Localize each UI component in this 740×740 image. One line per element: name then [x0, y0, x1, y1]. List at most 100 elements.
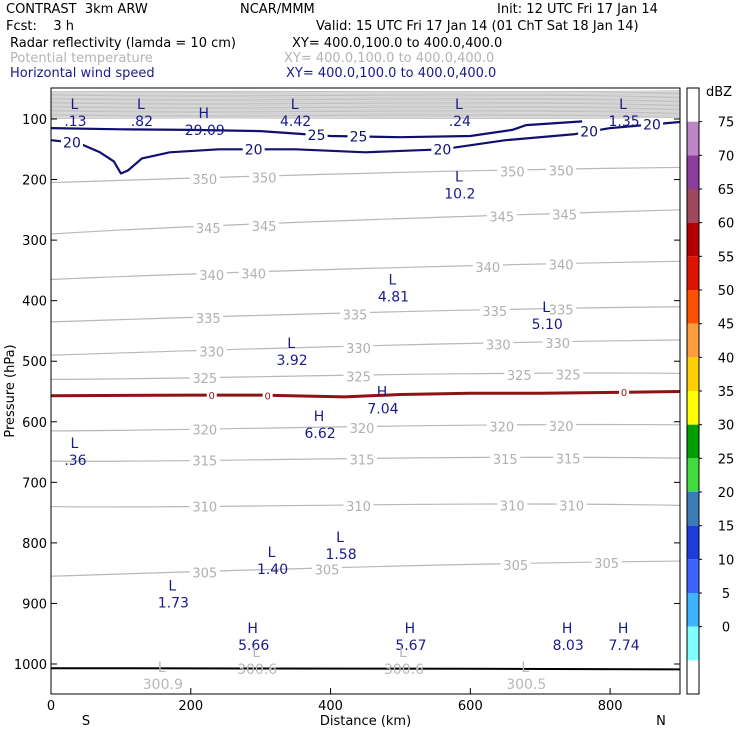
- wind-label-gap: [347, 129, 370, 143]
- wind-extremum-value: 4.42: [280, 114, 311, 130]
- theta-extremum-value: 300.9: [143, 677, 183, 693]
- wind-extremum-value: 1.40: [257, 562, 288, 578]
- colorbar-swatch: [687, 593, 699, 627]
- theta-contour-label: 350: [500, 165, 525, 180]
- x-tick-label: 600: [458, 699, 483, 714]
- colorbar-swatch: [687, 492, 699, 526]
- theta-label-gap: [189, 423, 220, 436]
- freezing-level-label: 0: [209, 391, 215, 402]
- wind-extremum-type: L: [455, 170, 463, 186]
- theta-contour-label: 330: [346, 342, 371, 357]
- colorbar-swatch: [687, 458, 699, 492]
- field-wind-xy: XY= 400.0,100.0 to 400.0,400.0: [286, 66, 497, 81]
- theta-contour-label: 340: [241, 268, 266, 283]
- colorbar-level-label: 35: [718, 385, 735, 400]
- theta-extremum-value: 300.6: [384, 662, 424, 678]
- wind-extremum-type: L: [389, 273, 397, 289]
- theta-label-gap: [546, 303, 577, 316]
- wind-extremum-value: 8.03: [553, 638, 584, 654]
- y-tick-label: 400: [22, 295, 47, 310]
- theta-band-line: [51, 95, 680, 98]
- theta-label-gap: [497, 165, 528, 178]
- wind-extremum-value: 29.09: [185, 123, 225, 139]
- colorbar-swatch: [687, 155, 699, 189]
- wind-extremum-type: L: [71, 436, 79, 452]
- colorbar-level-label: 60: [718, 217, 735, 232]
- theta-contour-label: 305: [503, 559, 528, 574]
- wind-extremum-type: L: [619, 97, 627, 113]
- theta-band-line: [51, 98, 680, 101]
- theta-label-gap: [549, 208, 580, 221]
- x-left-end-label: S: [82, 714, 90, 729]
- theta-contour-label: 310: [192, 500, 217, 515]
- wind-extremum-value: 10.2: [444, 187, 475, 203]
- wind-extremum-value: 7.74: [609, 638, 640, 654]
- theta-band-line: [51, 103, 680, 106]
- colorbar-unit: dBZ: [706, 85, 732, 100]
- theta-contour-label: 305: [192, 566, 217, 581]
- theta-contour-label: 315: [192, 454, 217, 469]
- wind-label-gap: [431, 142, 454, 156]
- theta-contour-315: [51, 456, 680, 462]
- colorbar-swatch: [687, 121, 699, 156]
- theta-label-gap: [556, 499, 587, 512]
- freezing-level-label: 0: [264, 391, 270, 402]
- colorbar-level-label: 70: [718, 149, 735, 164]
- theta-contour-label: 335: [343, 309, 368, 324]
- wind-contour-label: 25: [308, 128, 326, 144]
- wind-extremum-value: 1.73: [158, 595, 189, 611]
- theta-label-gap: [553, 368, 584, 381]
- wind-label-gap: [641, 117, 664, 131]
- model-title: CONTRAST 3km ARW: [6, 2, 148, 17]
- theta-band-line: [51, 111, 680, 114]
- y-tick-label: 500: [22, 355, 47, 370]
- theta-band-line: [51, 115, 680, 118]
- theta-contour-label: 330: [545, 337, 570, 352]
- valid-time: Valid: 15 UTC Fri 17 Jan 14 (01 ChT Sat …: [316, 19, 639, 34]
- theta-extremum-type: L: [252, 645, 260, 661]
- theta-contour-label: 310: [559, 500, 584, 515]
- theta-contour-label: 340: [199, 269, 224, 284]
- theta-extremum-type: L: [399, 645, 407, 661]
- wind-contour-label: 20: [245, 142, 263, 158]
- freezing-label-gap: [206, 390, 217, 400]
- wind-contour-20: [51, 120, 680, 175]
- colorbar-level-label: 30: [718, 419, 735, 434]
- theta-contour-label: 340: [549, 259, 574, 274]
- wind-label-gap: [242, 142, 265, 156]
- theta-label-gap: [249, 219, 280, 232]
- colorbar-frame: [686, 87, 700, 695]
- wind-contour-label: 20: [580, 125, 598, 141]
- theta-contour-label: 350: [549, 164, 574, 179]
- theta-label-gap: [553, 452, 584, 465]
- theta-band-line: [51, 107, 680, 110]
- field-reflectivity-name: Radar reflectivity (lamda = 10 cm): [10, 36, 236, 51]
- y-tick-label: 800: [22, 537, 47, 552]
- theta-contour-label: 320: [192, 423, 217, 438]
- theta-contour-label: 345: [489, 211, 514, 226]
- wind-extremum-value: .24: [449, 114, 471, 130]
- theta-label-gap: [542, 336, 573, 349]
- theta-contour-label: 305: [594, 557, 619, 572]
- theta-contour-label: 325: [556, 368, 581, 383]
- wind-extremum-type: L: [542, 300, 550, 316]
- x-tick-label: 400: [318, 699, 343, 714]
- colorbar-swatch: [687, 222, 699, 257]
- field-theta-xy: XY= 400.0,100.0 to 400.0,400.0: [284, 51, 495, 66]
- colorbar-level-label: 0: [722, 621, 730, 636]
- theta-label-gap: [340, 308, 371, 321]
- theta-label-gap: [343, 499, 374, 512]
- theta-band-line: [51, 91, 680, 94]
- colorbar-level-label: 65: [718, 183, 735, 198]
- wind-extremum-type: H: [377, 385, 388, 401]
- theta-label-gap: [546, 258, 577, 271]
- theta-contour-label: 345: [196, 222, 221, 237]
- colorbar-level-label: 15: [718, 520, 735, 535]
- theta-contour-label: 330: [199, 345, 224, 360]
- theta-label-gap: [347, 453, 378, 466]
- theta-contour-310: [51, 503, 680, 508]
- forecast-hour: Fcst: 3 h: [6, 19, 75, 34]
- theta-extremum-type: L: [158, 660, 166, 676]
- theta-contour-label: 340: [475, 261, 500, 276]
